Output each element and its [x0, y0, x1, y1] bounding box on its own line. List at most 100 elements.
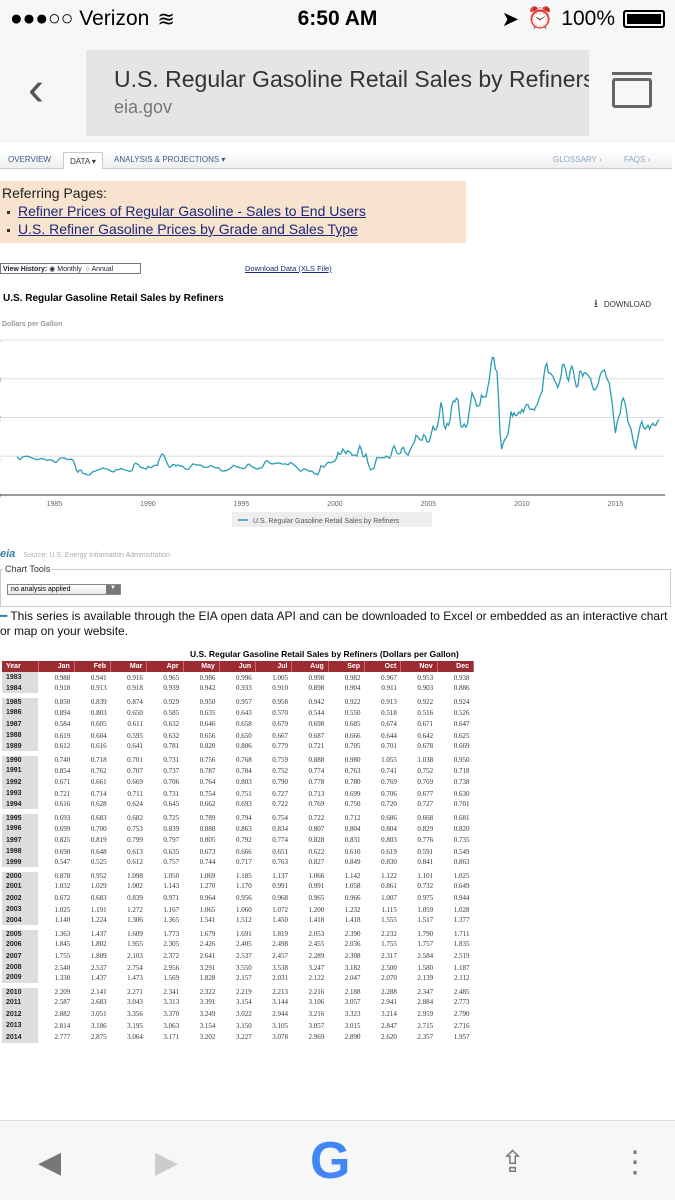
value-cell: 0.544	[308, 708, 325, 717]
radio-monthly[interactable]: ◉ Monthly	[49, 266, 82, 273]
value-cell: 0.996	[235, 673, 252, 682]
referring-link[interactable]: Refiner Prices of Regular Gasoline - Sal…	[7, 203, 466, 219]
value-cell: 2.882	[54, 1010, 71, 1019]
value-cell: 3.247	[308, 963, 325, 972]
google-icon[interactable]: G	[310, 1132, 351, 1190]
value-cell: 0.721	[308, 742, 325, 751]
share-icon[interactable]: ⇪	[500, 1146, 526, 1179]
value-cell: 0.803	[90, 708, 107, 717]
value-cell: 0.790	[272, 778, 288, 787]
referring-link[interactable]: U.S. Refiner Gasoline Prices by Grade an…	[7, 221, 466, 237]
value-cell: 0.570	[272, 708, 288, 717]
value-cell: 0.671	[54, 778, 71, 787]
nav-data[interactable]: DATA ▾	[63, 152, 103, 169]
value-cell: 0.834	[272, 824, 288, 833]
radio-monthly-label: Monthly	[57, 266, 82, 273]
nav-faqs[interactable]: FAQS ›	[624, 155, 651, 164]
source-text: Source: U.S. Energy Information Administ…	[23, 552, 170, 559]
table-row: 2004 1.140 1.224 1.306 1.365 1.541 1.512 1.450 1…	[2, 915, 474, 928]
alarm-icon: ⏰	[527, 7, 554, 30]
value-cell: 0.720	[381, 800, 397, 809]
value-cell: 0.711	[127, 789, 143, 798]
value-cell: 2.047	[344, 973, 361, 982]
value-cell: 0.797	[163, 836, 180, 845]
value-cell: 0.759	[255, 750, 292, 765]
value-cell: 0.681	[437, 808, 474, 823]
value-cell: 0.756	[183, 750, 220, 765]
value-cell: 1.512	[235, 916, 252, 925]
value-cell: 0.975	[417, 894, 434, 903]
value-cell: 2.372	[163, 952, 180, 961]
value-cell: 2.322	[183, 982, 220, 997]
year-cell: 2006	[2, 938, 39, 951]
data-table: Year Jan Feb Mar Apr May Jun Jul Aug Sep Oct Nov Dec…	[2, 661, 475, 1043]
radio-annual[interactable]: ○ Annual	[83, 266, 114, 273]
value-cell: 0.804	[381, 824, 397, 833]
column-header: Aug	[291, 661, 329, 672]
tabs-icon[interactable]	[612, 72, 652, 108]
year-cell: 2010	[2, 982, 39, 997]
table-row: 1983 0.988 0.941 0.916 0.965 0.986 0.996 1.005 0…	[2, 672, 474, 684]
year-cell: 2011	[2, 996, 39, 1009]
value-cell: 3.063	[163, 1021, 180, 1030]
value-cell: 1.007	[381, 894, 397, 903]
value-cell: 0.804	[344, 824, 361, 833]
back-chevron-icon[interactable]: ‹	[28, 63, 44, 116]
value-cell: 0.754	[255, 808, 292, 823]
value-cell: 0.762	[90, 766, 107, 775]
value-cell: 0.591	[417, 847, 434, 856]
value-cell: 0.731	[146, 750, 184, 765]
value-cell: 2.969	[308, 1033, 325, 1042]
year-cell: 2000	[2, 866, 39, 881]
value-cell: 0.849	[344, 858, 361, 867]
value-cell: 0.998	[308, 673, 325, 682]
analysis-select[interactable]: no analysis applied ▼	[7, 584, 121, 595]
value-cell: 2.036	[344, 940, 361, 949]
value-cell: 0.713	[308, 789, 325, 798]
value-cell: 0.789	[183, 808, 220, 823]
value-cell: 2.773	[453, 998, 470, 1007]
value-cell: 1.137	[255, 866, 292, 881]
table-row: 1987 0.584 0.605 0.611 0.632 0.646 0.658 0.679 0…	[2, 718, 474, 730]
address-bar[interactable]: U.S. Regular Gasoline Retail Sales by Re…	[86, 50, 589, 136]
referring-pages: Referring Pages: Refiner Prices of Regul…	[0, 181, 466, 243]
value-cell: 3.370	[163, 1010, 180, 1019]
value-cell: 1.437	[90, 973, 107, 982]
year-cell: 2009	[2, 973, 39, 986]
nav-overview[interactable]: OVERVIEW	[8, 155, 51, 164]
analysis-select-value: no analysis applied	[11, 586, 71, 593]
location-icon: ➤	[501, 7, 520, 31]
value-cell: 1.025	[437, 866, 474, 881]
value-cell: 0.718	[74, 750, 111, 765]
back-arrow-icon[interactable]: ◀	[38, 1146, 62, 1179]
value-cell: 1.955	[127, 940, 143, 949]
more-menu-icon[interactable]: ⋮	[620, 1146, 650, 1179]
chart-tools-legend: Chart Tools	[3, 564, 53, 574]
forward-arrow-icon[interactable]: ▶	[155, 1146, 179, 1179]
browser-toolbar: ‹ U.S. Regular Gasoline Retail Sales by …	[0, 38, 675, 143]
column-header: Nov	[400, 661, 438, 672]
value-cell: 3.391	[199, 998, 216, 1007]
chart-download-button[interactable]: ⭳ DOWNLOAD	[594, 295, 651, 314]
nav-analysis[interactable]: ANALYSIS & PROJECTIONS ▾	[114, 155, 226, 164]
value-cell: 2.341	[146, 982, 184, 997]
value-cell: 0.656	[199, 731, 216, 740]
value-cell: 0.913	[90, 684, 107, 693]
value-cell: 0.964	[199, 894, 216, 903]
value-cell: 2.405	[235, 940, 252, 949]
value-cell: 2.754	[127, 963, 143, 972]
value-cell: 0.769	[417, 778, 434, 787]
value-cell: 1.055	[364, 750, 401, 765]
value-cell: 1.679	[183, 924, 220, 939]
value-cell: 0.922	[328, 692, 365, 707]
value-cell: 0.701	[381, 742, 397, 751]
value-cell: 3.227	[235, 1033, 252, 1042]
value-cell: 2.209	[38, 982, 75, 997]
value-cell: 0.839	[163, 824, 180, 833]
nav-glossary[interactable]: GLOSSARY ›	[553, 155, 602, 164]
download-data-link[interactable]: Download Data (XLS File)	[245, 264, 332, 273]
value-cell: 0.693	[38, 808, 75, 823]
value-cell: 0.830	[381, 858, 397, 867]
value-cell: 1.167	[163, 905, 180, 914]
value-cell: 0.942	[199, 684, 216, 693]
